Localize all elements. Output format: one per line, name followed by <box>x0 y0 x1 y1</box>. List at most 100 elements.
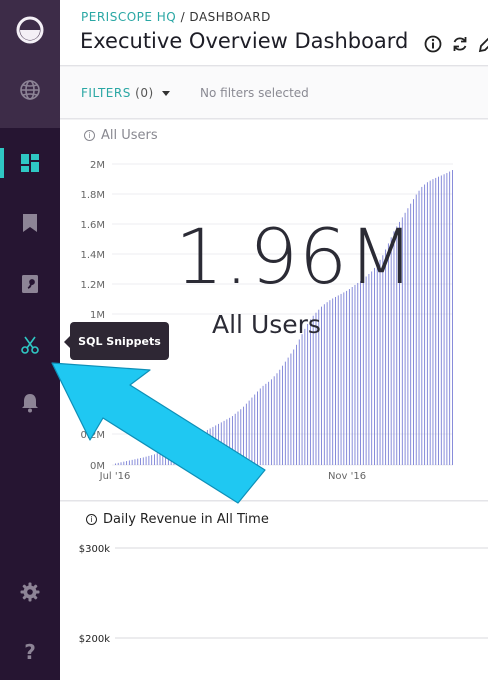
chart-bar <box>413 199 414 465</box>
chart-bar <box>323 304 325 465</box>
chart-bar <box>374 267 375 465</box>
bell-icon[interactable] <box>0 383 60 423</box>
chart-bar <box>365 276 367 465</box>
help-icon[interactable]: ? <box>24 640 36 664</box>
chart-bar <box>268 381 270 465</box>
chart-bar <box>117 462 119 465</box>
chart-bar <box>424 184 426 465</box>
chart-bar <box>304 328 306 465</box>
chart-bar <box>371 271 373 465</box>
y-tick-label: 0M <box>90 461 105 472</box>
big-number-label: All Users <box>212 310 321 339</box>
chart-bar <box>156 453 158 465</box>
chart-title-text: All Users <box>101 128 158 143</box>
chart-bar <box>123 461 125 465</box>
chart-bar <box>298 339 300 465</box>
chart-bar <box>245 403 247 465</box>
chart-bar <box>429 180 431 465</box>
chart-bar <box>410 203 412 465</box>
chart-bar <box>362 278 364 465</box>
chart-bar <box>120 462 122 465</box>
chevron-down-icon[interactable] <box>162 91 170 96</box>
chart-bar <box>151 455 153 465</box>
y-tick-label: 1.8M <box>80 190 105 201</box>
sql-snippets-icon[interactable] <box>0 325 60 365</box>
views-icon[interactable] <box>0 264 60 304</box>
chart-bar <box>318 309 320 465</box>
sidebar-notch <box>0 110 60 128</box>
chart-bar <box>315 312 317 465</box>
chart-card-daily-revenue[interactable]: i Daily Revenue in All Time $300k $200k <box>60 502 488 680</box>
breadcrumb-org[interactable]: PERISCOPE HQ <box>81 10 177 24</box>
gear-icon[interactable] <box>0 572 60 612</box>
chart-bar <box>396 226 398 465</box>
chart-bar <box>401 217 403 465</box>
y-tick-label: $200k <box>79 634 110 645</box>
y-tick-label: 2M <box>90 160 105 171</box>
chart-bar <box>309 319 311 465</box>
chart-bar <box>259 388 261 465</box>
chart-bar <box>346 290 348 465</box>
breadcrumb-section[interactable]: DASHBOARD <box>189 10 271 24</box>
chart-bar <box>348 289 350 465</box>
chart-bar <box>290 353 292 465</box>
page-title: Executive Overview Dashboard <box>80 29 409 53</box>
chart-bar <box>390 237 392 465</box>
chart-bar <box>265 383 267 465</box>
chart-bar <box>354 284 356 465</box>
filters-count: (0) <box>135 86 154 100</box>
chart-bar <box>126 461 128 465</box>
chart-bar <box>226 419 228 465</box>
y-tick-label: $300k <box>79 544 110 555</box>
chart-bar <box>307 323 309 465</box>
bookmark-icon[interactable] <box>0 203 60 243</box>
chart-bar <box>237 411 239 465</box>
chart-bar <box>343 292 345 465</box>
chart-bar <box>251 397 253 465</box>
chart-bar <box>452 170 453 465</box>
chart-bar <box>376 264 378 465</box>
breadcrumb: PERISCOPE HQ / DASHBOARD <box>81 10 271 24</box>
chart-bar <box>162 450 164 465</box>
edit-icon[interactable] <box>477 34 488 54</box>
chart-bar <box>435 177 437 465</box>
filters-button[interactable]: FILTERS (0) <box>81 86 154 100</box>
logo-icon[interactable] <box>0 10 60 50</box>
chart-bar <box>243 406 245 465</box>
chart-bar <box>293 349 295 465</box>
chart-bar <box>329 300 331 465</box>
chart-bar <box>438 176 439 465</box>
chart-bar <box>357 282 359 465</box>
y-tick-label: 1.2M <box>80 280 105 291</box>
info-icon[interactable]: i <box>86 514 97 525</box>
filters-label: FILTERS <box>81 86 131 100</box>
filter-bar: FILTERS (0) No filters selected <box>60 67 488 119</box>
chart-title: i Daily Revenue in All Time <box>86 512 269 527</box>
sql-snippets-tooltip: SQL Snippets <box>70 322 169 360</box>
chart-bar <box>254 394 256 465</box>
refresh-icon[interactable] <box>450 34 470 54</box>
chart-bar <box>421 186 423 466</box>
chart-bar <box>340 293 342 465</box>
x-tick-label: Nov '16 <box>328 471 366 482</box>
chart-bar <box>145 456 147 465</box>
chart-bar <box>426 182 428 466</box>
chart-bar <box>287 357 289 465</box>
chart-bar <box>312 315 314 465</box>
chart-bar <box>115 463 116 465</box>
chart-bar <box>446 173 448 466</box>
x-tick-label: Jul '16 <box>99 471 131 482</box>
chart-bar <box>332 298 334 465</box>
dashboard-icon[interactable] <box>0 143 60 183</box>
globe-icon[interactable] <box>0 70 60 110</box>
no-filters-text: No filters selected <box>200 86 309 100</box>
chart-bar <box>284 361 286 465</box>
info-icon[interactable]: i <box>84 130 95 141</box>
chart-bar <box>443 174 445 465</box>
chart-bar <box>142 457 144 465</box>
chart-bar <box>449 171 451 465</box>
chart-bar <box>418 190 420 465</box>
info-icon[interactable] <box>423 34 443 54</box>
chart-bar <box>404 212 406 465</box>
